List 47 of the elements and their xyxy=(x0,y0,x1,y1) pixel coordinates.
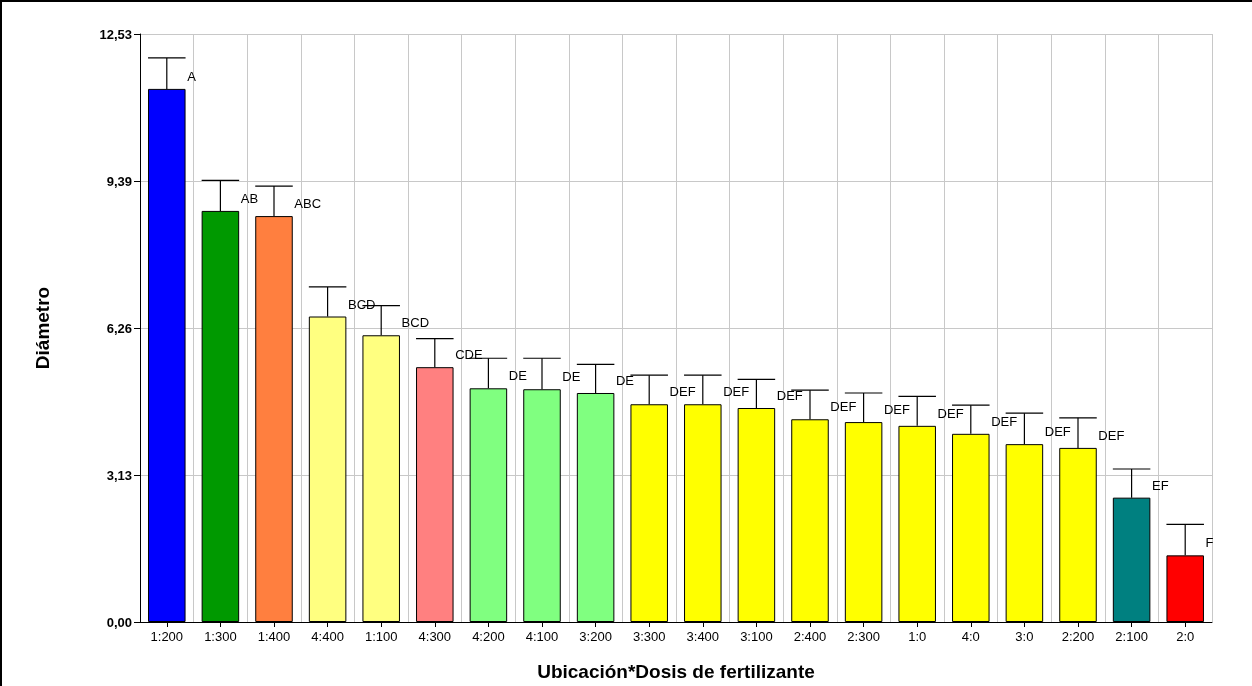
x-tick-label: 4:0 xyxy=(961,629,980,644)
annotation: DE xyxy=(615,372,635,388)
y-tick-label: 0,00 xyxy=(106,614,132,630)
x-tick-label: 4:300 xyxy=(418,629,452,644)
annotation: DEF xyxy=(669,384,696,400)
x-tick-label: 1:100 xyxy=(364,629,398,644)
y-tick-label: 9,39 xyxy=(106,173,132,189)
annotation: F xyxy=(1205,535,1214,551)
x-tick-label: 2:200 xyxy=(1061,629,1095,644)
x-tick-label: 2:300 xyxy=(847,629,880,644)
annotation: ABC xyxy=(294,196,322,212)
annotation: DE xyxy=(508,368,528,384)
annotation: DEF xyxy=(883,402,911,418)
x-tick-label: 1:0 xyxy=(908,629,927,644)
annotation: DEF xyxy=(776,388,803,404)
x-tick-label: 2:400 xyxy=(793,629,827,644)
x-tick-label: 4:200 xyxy=(472,629,505,644)
x-tick-label: 4:100 xyxy=(525,629,559,644)
x-tick-label: 1:400 xyxy=(257,629,291,644)
annotation: A xyxy=(187,68,197,84)
x-tick-label: 3:300 xyxy=(632,629,666,644)
annotation: BCD xyxy=(347,296,376,312)
annotation: DEF xyxy=(1044,424,1071,440)
y-axis-title: Diámetro xyxy=(32,286,53,370)
annotation: BCD xyxy=(401,315,430,331)
x-tick-label: 1:200 xyxy=(150,629,184,644)
annotation: CDE xyxy=(455,347,483,363)
annotation: AB xyxy=(240,190,259,206)
x-tick-label: 3:400 xyxy=(686,629,720,644)
annotation: EF xyxy=(1151,477,1169,493)
annotation: DEF xyxy=(1098,427,1125,443)
x-tick-label: 3:0 xyxy=(1015,629,1034,644)
y-tick-label: 12,53 xyxy=(99,26,132,42)
x-tick-label: 3:200 xyxy=(579,629,612,644)
annotation: DEF xyxy=(937,405,964,421)
y-tick-label: 6,26 xyxy=(106,320,132,336)
y-tick-label: 3,13 xyxy=(106,467,132,483)
annotation: DEF xyxy=(991,413,1018,429)
annotation: DEF xyxy=(723,384,750,400)
annotation: DEF xyxy=(830,399,857,415)
annotation: DE xyxy=(562,369,581,385)
x-tick-label: 1:300 xyxy=(204,629,237,644)
x-axis-title: Ubicación*Dosis de fertilizante xyxy=(537,661,815,682)
x-tick-label: 2:100 xyxy=(1115,629,1148,644)
x-tick-label: 4:400 xyxy=(311,629,344,644)
x-tick-label: 3:100 xyxy=(740,629,773,644)
x-tick-label: 2:0 xyxy=(1176,629,1195,644)
